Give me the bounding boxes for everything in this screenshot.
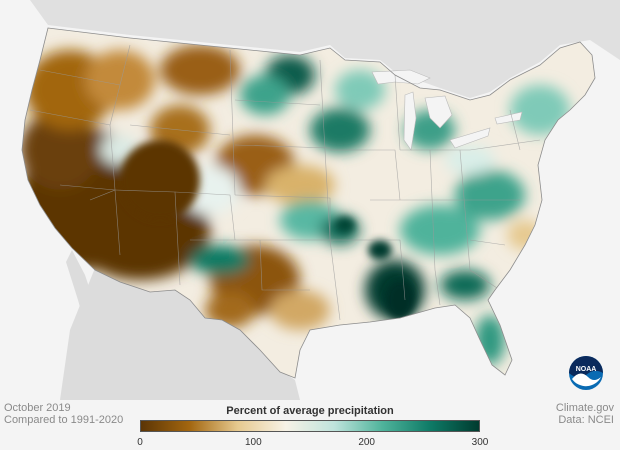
noaa-logo-text: NOAA <box>576 366 597 373</box>
map-credits: Climate.gov Data: NCEI <box>556 402 614 426</box>
lake-huron <box>424 95 453 129</box>
legend-tick-0: 0 <box>137 437 143 448</box>
mexico-land <box>60 268 300 400</box>
map-baseline: Compared to 1991-2020 <box>4 414 124 426</box>
lake-ontario <box>494 111 523 125</box>
map-period-info: October 2019 Compared to 1991-2020 <box>4 402 123 426</box>
noaa-logo: NOAA <box>568 355 604 391</box>
lake-michigan <box>403 91 417 151</box>
lake-erie <box>449 127 491 149</box>
great-lakes <box>371 69 523 151</box>
precipitation-map <box>0 0 620 400</box>
data-source: Data: NCEI <box>558 414 614 426</box>
lake-superior <box>371 69 431 85</box>
map-period: October 2019 <box>4 402 71 414</box>
baja-peninsula <box>66 250 128 400</box>
legend-tick-200: 200 <box>358 437 375 448</box>
legend-tick-100: 100 <box>244 437 262 448</box>
legend-title: Percent of average precipitation <box>226 405 394 417</box>
legend-tick-300: 300 <box>471 437 489 448</box>
legend-color-bar <box>140 420 480 432</box>
state-boundaries <box>29 44 541 321</box>
credit-link: Climate.gov <box>555 402 614 414</box>
canada-land <box>0 0 620 98</box>
